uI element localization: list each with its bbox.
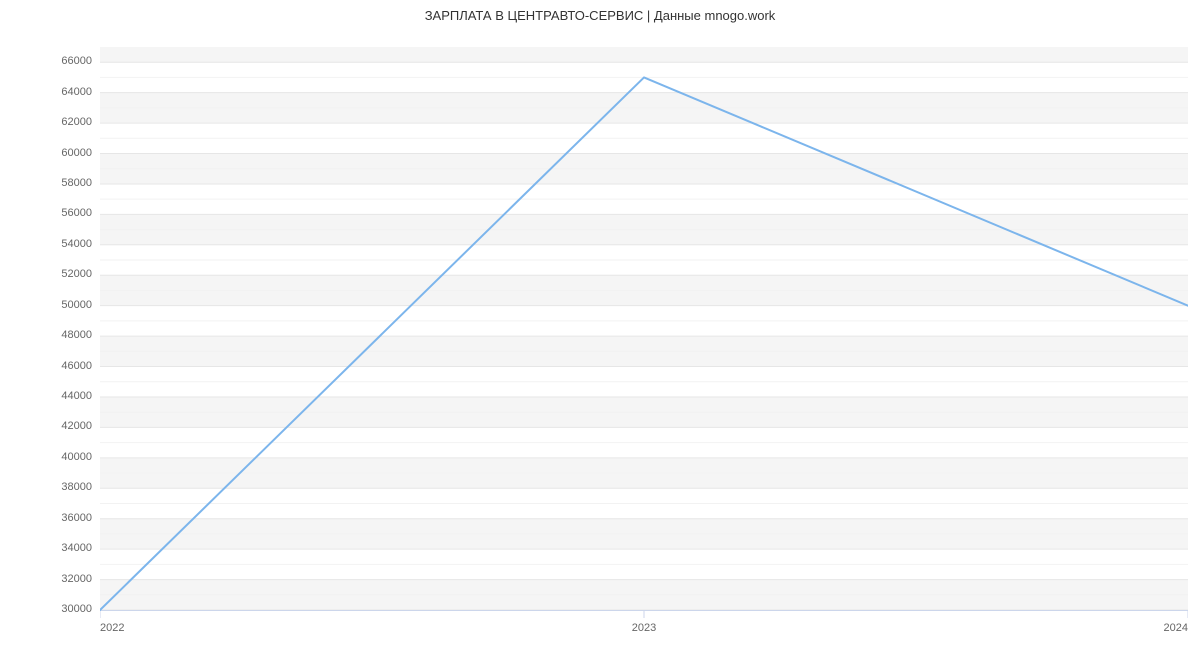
y-tick-label: 66000 [0,55,92,67]
y-tick-label: 48000 [0,329,92,341]
y-tick-label: 52000 [0,268,92,280]
y-tick-label: 50000 [0,299,92,311]
y-tick-label: 34000 [0,542,92,554]
y-tick-label: 42000 [0,420,92,432]
y-tick-label: 58000 [0,177,92,189]
y-tick-label: 54000 [0,238,92,250]
y-tick-label: 36000 [0,512,92,524]
x-tick-label: 2024 [1128,622,1188,634]
y-tick-label: 32000 [0,573,92,585]
y-tick-label: 44000 [0,390,92,402]
y-tick-label: 56000 [0,207,92,219]
y-tick-label: 40000 [0,451,92,463]
x-tick-label: 2022 [100,622,160,634]
y-tick-label: 30000 [0,603,92,615]
x-tick-label: 2023 [614,622,674,634]
y-tick-label: 38000 [0,481,92,493]
y-tick-label: 46000 [0,360,92,372]
y-tick-label: 62000 [0,116,92,128]
y-tick-label: 64000 [0,86,92,98]
chart-container: ЗАРПЛАТА В ЦЕНТРАВТО-СЕРВИС | Данные mno… [0,0,1200,650]
chart-title: ЗАРПЛАТА В ЦЕНТРАВТО-СЕРВИС | Данные mno… [0,8,1200,23]
chart-plot [100,47,1188,620]
y-tick-label: 60000 [0,147,92,159]
